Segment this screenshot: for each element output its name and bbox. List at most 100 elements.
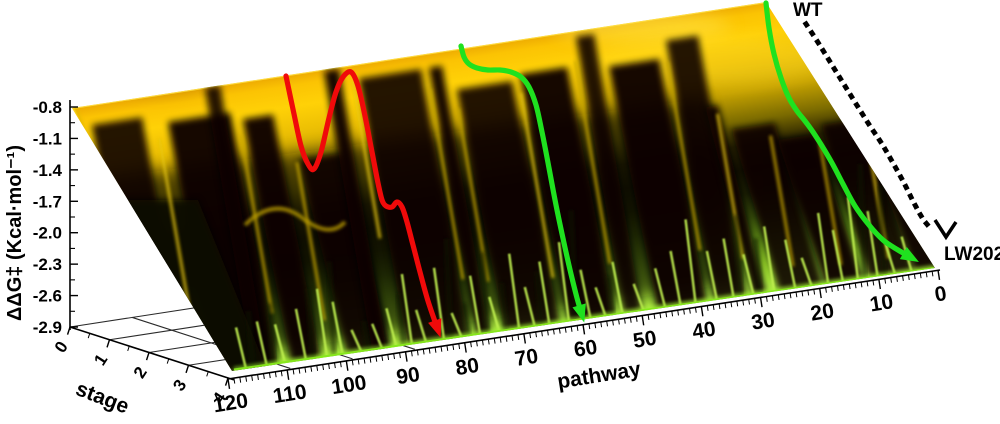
z-tick-label: -0.8 [33, 98, 62, 117]
pathway-minor-tick [913, 273, 916, 280]
pathway-minor-tick [730, 301, 733, 308]
pathway-minor-tick [623, 318, 626, 324]
stage-tick-label: 2 [130, 363, 151, 381]
pathway-minor-tick [505, 336, 508, 342]
pathway-minor-tick [257, 374, 259, 380]
pathway-tick-label: 0 [933, 282, 948, 307]
green-fin [468, 275, 482, 335]
pathway-minor-tick [452, 344, 455, 350]
pathway-tick-label: 100 [330, 371, 368, 399]
pathway-minor-tick [742, 299, 745, 306]
green-fin [273, 323, 287, 364]
pathway-minor-tick [481, 339, 484, 346]
crest-highlight [243, 206, 347, 232]
pathway-tick-label: 80 [454, 354, 481, 380]
green-valley [604, 275, 616, 317]
green-fin [414, 309, 428, 343]
wt-to-lw202-trajectory [763, 0, 915, 261]
pathway-minor-tick [493, 338, 496, 344]
ridge-highlight [428, 88, 465, 280]
plateau-shading [218, 39, 302, 65]
pathway-minor-tick [890, 277, 892, 283]
green-fin [632, 283, 645, 312]
pathway-minor-tick [263, 373, 265, 380]
green-fin [669, 250, 682, 306]
valley-shade [205, 85, 268, 368]
pathway-minor-tick [801, 290, 804, 297]
green-fin [507, 253, 521, 330]
pathway-minor-tick [316, 365, 319, 371]
pathway-minor-tick [416, 349, 419, 356]
valley-shade [359, 69, 469, 346]
pathway-tick-label: 40 [691, 317, 718, 343]
green-fin [594, 286, 607, 317]
pathway-minor-tick [931, 270, 934, 277]
pathway-minor-tick [771, 295, 774, 301]
valley-shade [609, 58, 707, 309]
green-fin [331, 301, 344, 356]
green-fin [234, 327, 248, 370]
pathway-minor-tick [907, 274, 910, 281]
pathway-tick-label: 120 [212, 389, 250, 417]
pathway-minor-tick [535, 331, 537, 338]
pathway-minor-tick [588, 323, 591, 330]
pathway-minor-tick [274, 371, 277, 378]
z-axis-title: ΔΔG‡ (Kcal·mol⁻¹) [4, 145, 26, 321]
pathway-axis-title: pathway [556, 358, 643, 394]
valley-shade [777, 134, 863, 285]
pathway-minor-tick [665, 311, 668, 318]
pathway-minor-tick [239, 377, 242, 383]
pathway-minor-tick [541, 330, 543, 337]
pathway-tick-label: 60 [572, 336, 599, 362]
green-fin [294, 308, 308, 361]
pathway-minor-tick [736, 300, 739, 307]
pathway-minor-tick [328, 363, 330, 370]
green-fin [432, 267, 446, 341]
pathway-minor-tick [813, 288, 816, 295]
green-fin [800, 257, 813, 287]
pathway-minor-tick [422, 348, 425, 355]
pathway-tick-label: 20 [809, 299, 836, 325]
pathway-minor-tick [552, 328, 555, 335]
pathway-minor-tick [428, 348, 431, 354]
pathway-tick-label: 90 [395, 363, 422, 389]
z-tick-label: -2.0 [33, 224, 62, 243]
stage-tick-label: 0 [51, 338, 72, 356]
pathway-minor-tick [842, 284, 845, 291]
pathway-major-tick [937, 269, 941, 280]
pathway-minor-tick [765, 296, 768, 302]
stage-major-tick [145, 352, 150, 361]
pathway-minor-tick [446, 345, 449, 351]
pathway-minor-tick [310, 366, 313, 372]
pathway-minor-tick [647, 314, 650, 321]
ridge-highlight [519, 92, 555, 279]
pathway-minor-tick [872, 279, 875, 286]
pathway-minor-tick [387, 354, 390, 360]
z-tick-label: -1.1 [33, 129, 62, 148]
ridge-highlight [818, 142, 843, 266]
pathway-minor-tick [783, 293, 786, 300]
valley-shade [666, 35, 746, 301]
pathway-minor-tick [594, 322, 597, 329]
pathway-minor-tick [677, 309, 679, 316]
pathway-minor-tick [689, 308, 691, 314]
pathway-minor-tick [831, 286, 833, 292]
stage-tick-label: 1 [90, 351, 111, 369]
pathway-minor-tick [251, 375, 253, 381]
pathway-tick-label: 110 [271, 380, 308, 408]
green-fin [579, 269, 592, 319]
green-fin [846, 196, 860, 280]
energy-surface [72, 2, 935, 371]
pathway-minor-tick [511, 335, 514, 341]
pathway-minor-tick [351, 359, 354, 366]
pathway-minor-tick [606, 320, 608, 327]
stage-axis-title: stage [73, 377, 132, 418]
pathway-minor-tick [410, 350, 413, 357]
pathway-tick-label: 10 [868, 290, 895, 316]
green-valley [533, 270, 545, 327]
green-mid-trajectory [458, 43, 585, 318]
green-fin [883, 241, 897, 275]
pathway-minor-tick [600, 321, 603, 328]
